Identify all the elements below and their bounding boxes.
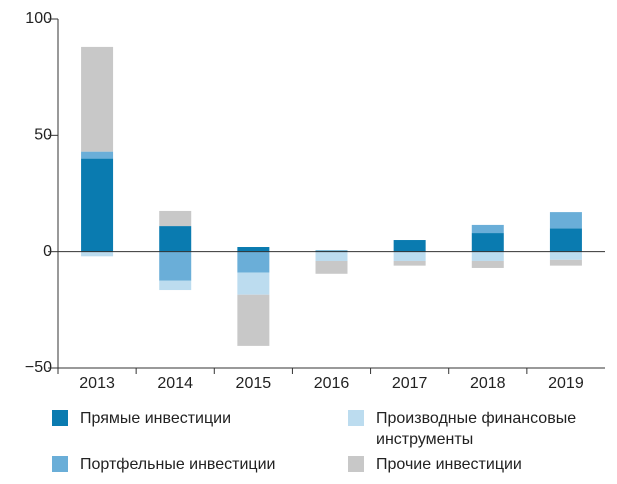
y-tick-label: −50	[25, 359, 52, 376]
bar-segment	[471, 251, 504, 261]
bar-segment	[549, 259, 582, 266]
plot: −50 0 50 100 2013 2014 2015 2016 2017 2018 2019	[25, 10, 605, 392]
y-tick-label: 0	[43, 243, 52, 260]
bar-segment	[393, 240, 426, 252]
x-tick-label: 2018	[470, 375, 506, 392]
bar-segment	[393, 251, 426, 261]
bar-segment	[393, 260, 426, 266]
x-tick-label: 2013	[79, 375, 115, 392]
bar-segment	[81, 251, 114, 257]
x-tick-label: 2015	[236, 375, 272, 392]
x-tick-label: 2017	[392, 375, 428, 392]
legend-item: Прочие инвестиции	[348, 454, 598, 475]
legend-swatch	[348, 410, 364, 426]
y-tick-label: 100	[25, 10, 52, 27]
y-tick-label: 50	[34, 127, 52, 144]
legend-swatch	[348, 456, 364, 472]
bar-segment	[237, 251, 270, 273]
legend-item: Прямые инвестиции	[52, 408, 342, 429]
legend-label: Прямые инвестиции	[80, 410, 232, 427]
bar-segment	[237, 294, 270, 346]
bar-segment	[471, 233, 504, 252]
legend-label: Прочие инвестиции	[376, 456, 522, 473]
legend-label: Портфельные инвестиции	[80, 456, 276, 473]
bar-segment	[549, 228, 582, 252]
bar-segment	[315, 251, 348, 261]
bar-segment	[315, 260, 348, 274]
bar-segment	[81, 158, 114, 252]
bar-segment	[159, 251, 192, 281]
bar-segment	[159, 210, 192, 227]
bars	[81, 46, 582, 346]
bar-segment	[81, 151, 114, 159]
bar-segment	[549, 212, 582, 229]
legend-swatch	[52, 456, 68, 472]
x-tick-label: 2019	[548, 375, 584, 392]
bar-segment	[471, 224, 504, 234]
bar-segment	[159, 226, 192, 252]
x-tick-label: 2016	[314, 375, 350, 392]
bar-segment	[159, 280, 192, 291]
legend-swatch	[52, 410, 68, 426]
legend-item: Портфельные инвестиции	[52, 454, 342, 475]
bar-segment	[315, 250, 348, 252]
bar-segment	[549, 251, 582, 260]
bar-segment	[471, 260, 504, 268]
legend-label: Производные финансовые инструменты	[376, 410, 577, 448]
bar-segment	[81, 46, 114, 152]
x-tick-label: 2014	[157, 375, 193, 392]
bar-segment	[237, 247, 270, 252]
legend-item: Производные финансовые инструменты	[348, 408, 598, 450]
bar-segment	[237, 272, 270, 295]
